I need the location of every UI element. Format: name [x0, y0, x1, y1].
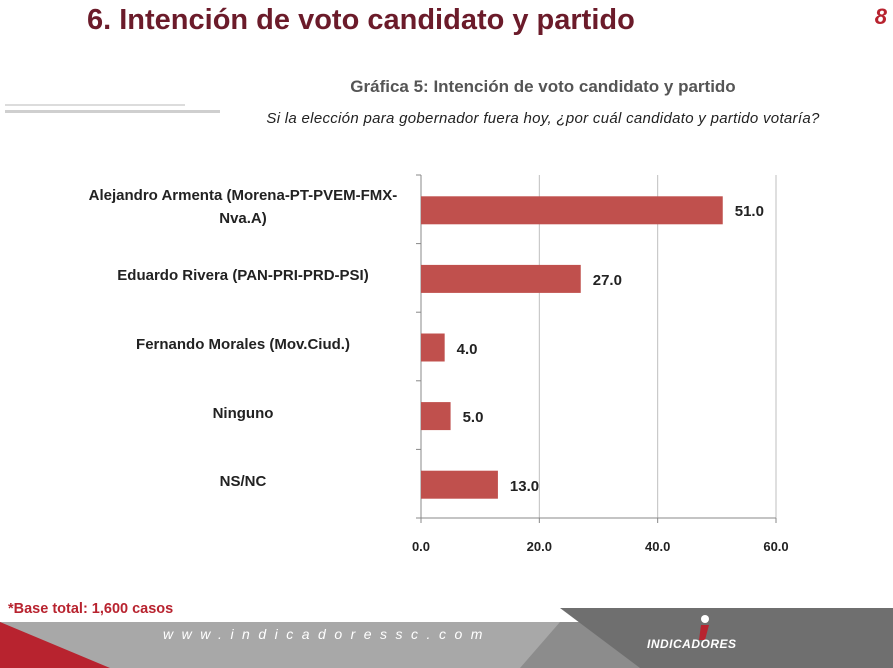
- bar: [421, 264, 581, 293]
- x-tick-label: 0.0: [411, 539, 431, 554]
- header-rule-thick: [5, 110, 220, 113]
- bar: [421, 196, 723, 225]
- data-label: 13.0: [509, 477, 540, 495]
- category-label: Ninguno: [212, 404, 274, 422]
- category-label: Eduardo Rivera (PAN-PRI-PRD-PSI): [117, 267, 369, 285]
- website-link[interactable]: www.indicadoressc.com: [163, 626, 491, 642]
- slide-title: 6. Intención de voto candidato y partido: [87, 4, 635, 36]
- category-label: NS/NC: [219, 473, 267, 491]
- bar: [421, 402, 451, 431]
- page-number: 8: [874, 4, 887, 29]
- x-tick-label: 60.0: [763, 539, 789, 554]
- logo-text: INDICADORES: [647, 637, 737, 651]
- chart-title: Gráfica 5: Intención de voto candidato y…: [350, 77, 736, 96]
- data-label: 27.0: [592, 271, 622, 289]
- bar: [421, 470, 498, 499]
- chart-subtitle: Si la elección para gobernador fuera hoy…: [266, 110, 820, 127]
- data-label: 4.0: [456, 340, 478, 358]
- x-tick-label: 20.0: [526, 539, 552, 554]
- base-note: *Base total: 1,600 casos: [8, 601, 174, 617]
- category-label: Fernando Morales (Mov.Ciud.): [136, 336, 350, 353]
- header-rule: [5, 104, 185, 106]
- logo-icon: [699, 615, 709, 640]
- x-tick-label: 40.0: [645, 539, 671, 554]
- data-label: 5.0: [462, 409, 484, 427]
- category-label: Alejandro Armenta (Morena-PT-PVEM-FMX-Nv…: [88, 187, 398, 228]
- data-label: 51.0: [734, 203, 764, 221]
- bar: [421, 333, 445, 362]
